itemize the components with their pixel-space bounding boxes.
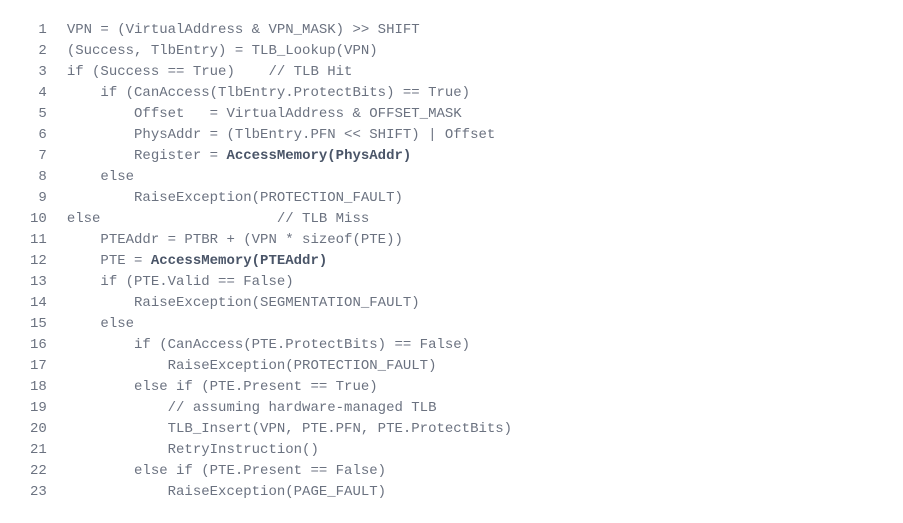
line-number: 16 — [30, 335, 67, 356]
line-number: 8 — [30, 167, 67, 188]
line-content: PTE = AccessMemory(PTEAddr) — [67, 251, 512, 272]
code-line: 10else // TLB Miss — [30, 209, 512, 230]
code-line: 16 if (CanAccess(PTE.ProtectBits) == Fal… — [30, 335, 512, 356]
code-line: 12 PTE = AccessMemory(PTEAddr) — [30, 251, 512, 272]
code-line: 18 else if (PTE.Present == True) — [30, 377, 512, 398]
line-content: if (CanAccess(TlbEntry.ProtectBits) == T… — [67, 83, 512, 104]
line-content: RaiseException(PROTECTION_FAULT) — [67, 188, 512, 209]
line-content: if (Success == True) // TLB Hit — [67, 62, 512, 83]
line-number: 22 — [30, 461, 67, 482]
code-line: 4 if (CanAccess(TlbEntry.ProtectBits) ==… — [30, 83, 512, 104]
code-line: 20 TLB_Insert(VPN, PTE.PFN, PTE.ProtectB… — [30, 419, 512, 440]
line-number: 23 — [30, 482, 67, 503]
code-line: 22 else if (PTE.Present == False) — [30, 461, 512, 482]
line-content: RaiseException(PROTECTION_FAULT) — [67, 356, 512, 377]
line-number: 18 — [30, 377, 67, 398]
line-content: else if (PTE.Present == True) — [67, 377, 512, 398]
code-line: 13 if (PTE.Valid == False) — [30, 272, 512, 293]
code-line: 23 RaiseException(PAGE_FAULT) — [30, 482, 512, 503]
line-number: 15 — [30, 314, 67, 335]
line-content: TLB_Insert(VPN, PTE.PFN, PTE.ProtectBits… — [67, 419, 512, 440]
code-line: 5 Offset = VirtualAddress & OFFSET_MASK — [30, 104, 512, 125]
line-content: else — [67, 167, 512, 188]
line-number: 7 — [30, 146, 67, 167]
line-number: 11 — [30, 230, 67, 251]
code-line: 11 PTEAddr = PTBR + (VPN * sizeof(PTE)) — [30, 230, 512, 251]
code-line: 9 RaiseException(PROTECTION_FAULT) — [30, 188, 512, 209]
code-line: 6 PhysAddr = (TlbEntry.PFN << SHIFT) | O… — [30, 125, 512, 146]
code-line: 7 Register = AccessMemory(PhysAddr) — [30, 146, 512, 167]
code-line: 14 RaiseException(SEGMENTATION_FAULT) — [30, 293, 512, 314]
bold-text: AccessMemory(PhysAddr) — [226, 148, 411, 164]
line-number: 4 — [30, 83, 67, 104]
bold-text: AccessMemory(PTEAddr) — [151, 253, 327, 269]
line-number: 13 — [30, 272, 67, 293]
line-content: else if (PTE.Present == False) — [67, 461, 512, 482]
line-content: RaiseException(SEGMENTATION_FAULT) — [67, 293, 512, 314]
line-number: 21 — [30, 440, 67, 461]
line-number: 5 — [30, 104, 67, 125]
line-number: 19 — [30, 398, 67, 419]
line-content: RaiseException(PAGE_FAULT) — [67, 482, 512, 503]
code-line: 21 RetryInstruction() — [30, 440, 512, 461]
code-line: 1VPN = (VirtualAddress & VPN_MASK) >> SH… — [30, 20, 512, 41]
code-line: 15 else — [30, 314, 512, 335]
line-content: PTEAddr = PTBR + (VPN * sizeof(PTE)) — [67, 230, 512, 251]
code-line: 3if (Success == True) // TLB Hit — [30, 62, 512, 83]
line-number: 2 — [30, 41, 67, 62]
line-number: 9 — [30, 188, 67, 209]
code-line: 2(Success, TlbEntry) = TLB_Lookup(VPN) — [30, 41, 512, 62]
line-content: if (CanAccess(PTE.ProtectBits) == False) — [67, 335, 512, 356]
code-listing: 1VPN = (VirtualAddress & VPN_MASK) >> SH… — [30, 20, 512, 503]
line-number: 20 — [30, 419, 67, 440]
line-content: VPN = (VirtualAddress & VPN_MASK) >> SHI… — [67, 20, 512, 41]
line-content: else — [67, 314, 512, 335]
line-content: RetryInstruction() — [67, 440, 512, 461]
line-number: 10 — [30, 209, 67, 230]
line-number: 14 — [30, 293, 67, 314]
line-content: if (PTE.Valid == False) — [67, 272, 512, 293]
line-content: Offset = VirtualAddress & OFFSET_MASK — [67, 104, 512, 125]
line-number: 12 — [30, 251, 67, 272]
code-line: 17 RaiseException(PROTECTION_FAULT) — [30, 356, 512, 377]
line-content: PhysAddr = (TlbEntry.PFN << SHIFT) | Off… — [67, 125, 512, 146]
line-number: 6 — [30, 125, 67, 146]
line-number: 1 — [30, 20, 67, 41]
line-content: Register = AccessMemory(PhysAddr) — [67, 146, 512, 167]
line-number: 3 — [30, 62, 67, 83]
line-content: else // TLB Miss — [67, 209, 512, 230]
line-content: // assuming hardware-managed TLB — [67, 398, 512, 419]
line-number: 17 — [30, 356, 67, 377]
code-line: 8 else — [30, 167, 512, 188]
line-content: (Success, TlbEntry) = TLB_Lookup(VPN) — [67, 41, 512, 62]
code-line: 19 // assuming hardware-managed TLB — [30, 398, 512, 419]
